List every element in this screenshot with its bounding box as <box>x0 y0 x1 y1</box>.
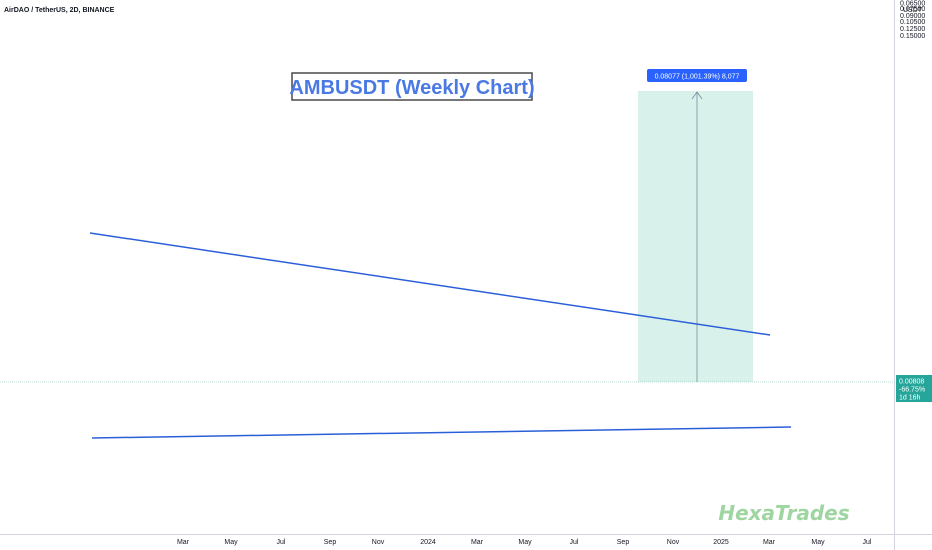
time-tick-label: 2025 <box>713 539 729 546</box>
target-arrow-head <box>691 91 703 100</box>
symbol-info: AirDAO / TetherUS, 2D, BINANCE <box>4 7 115 14</box>
price-tick-label: 0.06500 <box>900 1 925 8</box>
price-tick-label: 0.10500 <box>900 19 925 26</box>
target-label: 0.08077 (1,001.39%) 8,077 <box>655 74 740 81</box>
time-tick-label: Nov <box>667 539 680 546</box>
time-tick-label: Sep <box>324 539 337 546</box>
time-tick-label: Jul <box>863 539 872 546</box>
price-tick-label: 0.07500 <box>900 6 925 13</box>
time-tick-label: May <box>224 539 238 546</box>
time-tick-label: Mar <box>763 539 776 546</box>
time-tick-label: Nov <box>372 539 385 546</box>
time-tick-label: May <box>811 539 825 546</box>
time-tick-label: 2024 <box>420 539 436 546</box>
time-tick-label: Mar <box>471 539 484 546</box>
time-axis[interactable]: Mar May Jul Sep Nov 2024 Mar May Jul Sep Nov 2025 Ma… <box>177 539 872 546</box>
price-tag-countdown: 1d 16h <box>899 395 921 402</box>
price-tag <box>896 375 932 402</box>
price-tag-change: -66.75% <box>899 387 925 394</box>
price-tick-label: 0.09000 <box>900 13 925 20</box>
price-axis-unit: USDT <box>903 7 923 14</box>
price-tag-price: 0.00808 <box>899 379 924 386</box>
price-tick-label: 0.12500 <box>900 26 925 33</box>
support-trendline[interactable] <box>91 426 792 439</box>
time-tick-label: Sep <box>617 539 630 546</box>
target-zone <box>638 91 753 382</box>
watermark: HexaTrades <box>718 501 849 525</box>
time-tick-label: Jul <box>277 539 286 546</box>
chart-title: AMBUSDT (Weekly Chart) <box>289 77 534 99</box>
time-tick-label: Jul <box>570 539 579 546</box>
price-tick-label: 0.15000 <box>900 33 925 40</box>
resistance-trendline[interactable] <box>89 232 771 336</box>
price-axis[interactable]: 0.150000.125000.105000.090000.075000.065… <box>900 0 925 40</box>
time-tick-label: Mar <box>177 539 190 546</box>
target-label-box <box>647 69 747 82</box>
chart-title-box <box>291 72 533 101</box>
time-tick-label: May <box>518 539 532 546</box>
